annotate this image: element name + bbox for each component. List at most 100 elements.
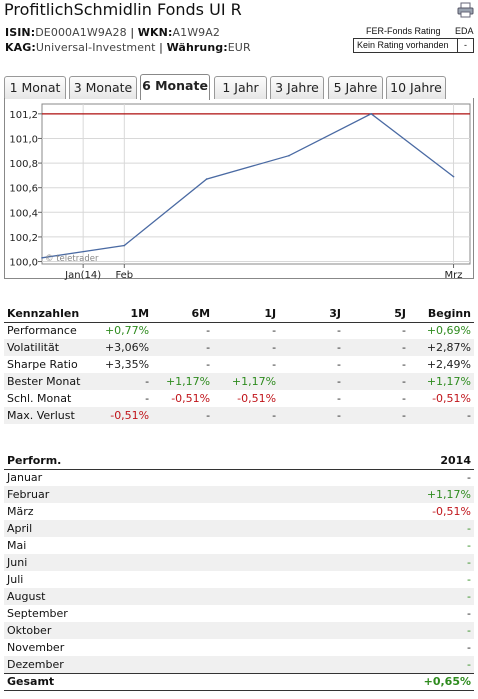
y-tick-label: 100,2 <box>9 233 38 244</box>
table-row: Sharpe Ratio +3,35% - - - - +2,49% <box>4 356 474 373</box>
kennzahl-value: -0,51% <box>432 392 471 405</box>
data-point <box>452 175 455 178</box>
performance-header: 2014 <box>265 452 474 470</box>
row-label: Schl. Monat <box>7 392 72 405</box>
isin-value: DE000A1W9A28 <box>35 26 127 39</box>
kennzahl-value: -0,51% <box>110 409 150 422</box>
tab-1-monat[interactable]: 1 Monat <box>4 76 66 99</box>
kennzahl-value: - <box>337 341 342 354</box>
plot-area <box>41 103 471 265</box>
kag-value: Universal-Investment <box>35 41 156 54</box>
separator: | <box>130 26 135 39</box>
month-performance: -0,51% <box>432 505 471 518</box>
kennzahl-value: - <box>337 409 342 422</box>
kennzahl-value: +0,69% <box>426 324 471 338</box>
kennzahl-value: +1,17% <box>231 375 277 388</box>
kennzahl-value: - <box>401 358 406 371</box>
table-row: März -0,51% <box>4 503 474 520</box>
month-performance: - <box>467 573 471 586</box>
printer-icon[interactable] <box>457 2 474 18</box>
tab-3-monate[interactable]: 3 Monate <box>69 76 137 99</box>
total-row: Gesamt +0,65% <box>4 672 474 691</box>
kennzahlen-table: Kennzahlen 1M 6M 1J 3J 5J Beginn Performance +0,… <box>4 305 474 424</box>
kennzahl-value: - <box>401 392 406 405</box>
kennzahl-value: - <box>206 358 211 371</box>
month-performance: +1,17% <box>426 488 471 501</box>
row-label: Sharpe Ratio <box>7 358 78 371</box>
kennzahl-value: +3,06% <box>104 341 150 354</box>
waehrung-value: EUR <box>227 41 251 54</box>
kennzahl-value: +2,49% <box>426 358 471 371</box>
kennzahlen-header: 5J <box>344 305 409 323</box>
waehrung-label: Währung: <box>166 41 228 54</box>
table-row: Mai - <box>4 537 474 554</box>
tab-5-jahre[interactable]: 5 Jahre <box>328 76 383 99</box>
table-row: Oktober - <box>4 622 474 639</box>
tab-3-jahre[interactable]: 3 Jahre <box>270 76 324 99</box>
performance-header: Perform. <box>4 452 266 470</box>
kennzahlen-header: 1J <box>213 305 280 323</box>
month-label: März <box>7 505 34 518</box>
wkn-value: A1W9A2 <box>172 26 220 39</box>
kennzahl-value: +1,17% <box>165 375 211 388</box>
x-tick-label: Mrz <box>445 270 463 281</box>
month-performance: - <box>467 556 471 569</box>
table-row: Juni - <box>4 554 474 571</box>
table-row: Januar - <box>4 469 474 486</box>
kennzahl-value: - <box>272 358 277 371</box>
table-row: Bester Monat - +1,17% +1,17% - - +1,17% <box>4 373 474 390</box>
month-label: Juni <box>4 554 266 571</box>
month-label: Dezember <box>4 656 266 673</box>
total-label: Gesamt <box>4 672 266 691</box>
table-row: Schl. Monat - -0,51% -0,51% - - -0,51% <box>4 390 474 407</box>
table-row: November - <box>4 639 474 656</box>
kennzahl-value: - <box>401 409 406 422</box>
kennzahl-value: +1,17% <box>426 375 471 388</box>
table-row: Max. Verlust -0,51% - - - - - <box>4 407 474 424</box>
tab-10-jahre[interactable]: 10 Jahre <box>386 76 446 99</box>
kennzahl-value: - <box>272 409 277 422</box>
kennzahl-value: - <box>206 324 211 338</box>
x-tick-label: Feb <box>115 270 133 281</box>
data-point <box>288 154 290 157</box>
data-point <box>123 244 126 247</box>
wkn-label: WKN: <box>137 26 173 39</box>
month-label: September <box>7 607 68 620</box>
kennzahl-value: - <box>401 324 406 338</box>
kennzahl-value: -0,51% <box>237 392 277 405</box>
kennzahl-value: - <box>206 341 211 354</box>
month-performance: - <box>467 624 471 637</box>
kennzahlen-header: Beginn <box>408 305 474 323</box>
series-line <box>41 113 454 259</box>
fer-rating-label: FER-Fonds Rating <box>366 26 441 36</box>
month-performance: - <box>467 471 471 485</box>
fund-kag: KAG:Universal-Investment | Währung:EUR <box>5 41 251 54</box>
kennzahlen-header: Kennzahlen <box>4 305 102 323</box>
table-row: April - <box>4 520 474 537</box>
kennzahl-value: - <box>337 392 342 405</box>
month-performance: - <box>467 522 471 535</box>
kennzahl-value: -0,51% <box>171 392 211 405</box>
kennzahl-value: +0,77% <box>104 324 150 338</box>
tab-6-monate[interactable]: 6 Monate <box>140 74 210 100</box>
x-tick-label: Jan(14) <box>64 270 101 281</box>
period-tabs: 1 Monat 3 Monate 6 Monate 1 Jahr 3 Jahre 5 Ja… <box>4 74 474 100</box>
y-tick-label: 100,0 <box>9 258 38 269</box>
tab-1-jahr[interactable]: 1 Jahr <box>214 76 267 99</box>
row-label: Volatilität <box>4 339 102 356</box>
kennzahl-value: - <box>272 324 277 338</box>
kennzahl-value: - <box>401 341 406 354</box>
table-row: Performance +0,77% - - - - +0,69% <box>4 322 474 339</box>
kennzahl-value: - <box>145 392 150 405</box>
isin-label: ISIN: <box>5 26 36 39</box>
y-tick-label: 101,2 <box>9 110 38 121</box>
kennzahl-value: - <box>337 358 342 371</box>
month-performance: - <box>467 607 471 620</box>
data-point <box>370 113 373 115</box>
fer-eda-label: EDA <box>455 26 474 36</box>
month-label: Oktober <box>4 622 266 639</box>
fer-rating-value: - <box>464 40 467 50</box>
fer-rating-text: Kein Rating vorhanden <box>354 39 458 52</box>
month-performance: - <box>467 590 471 603</box>
month-label: Januar <box>7 471 43 485</box>
